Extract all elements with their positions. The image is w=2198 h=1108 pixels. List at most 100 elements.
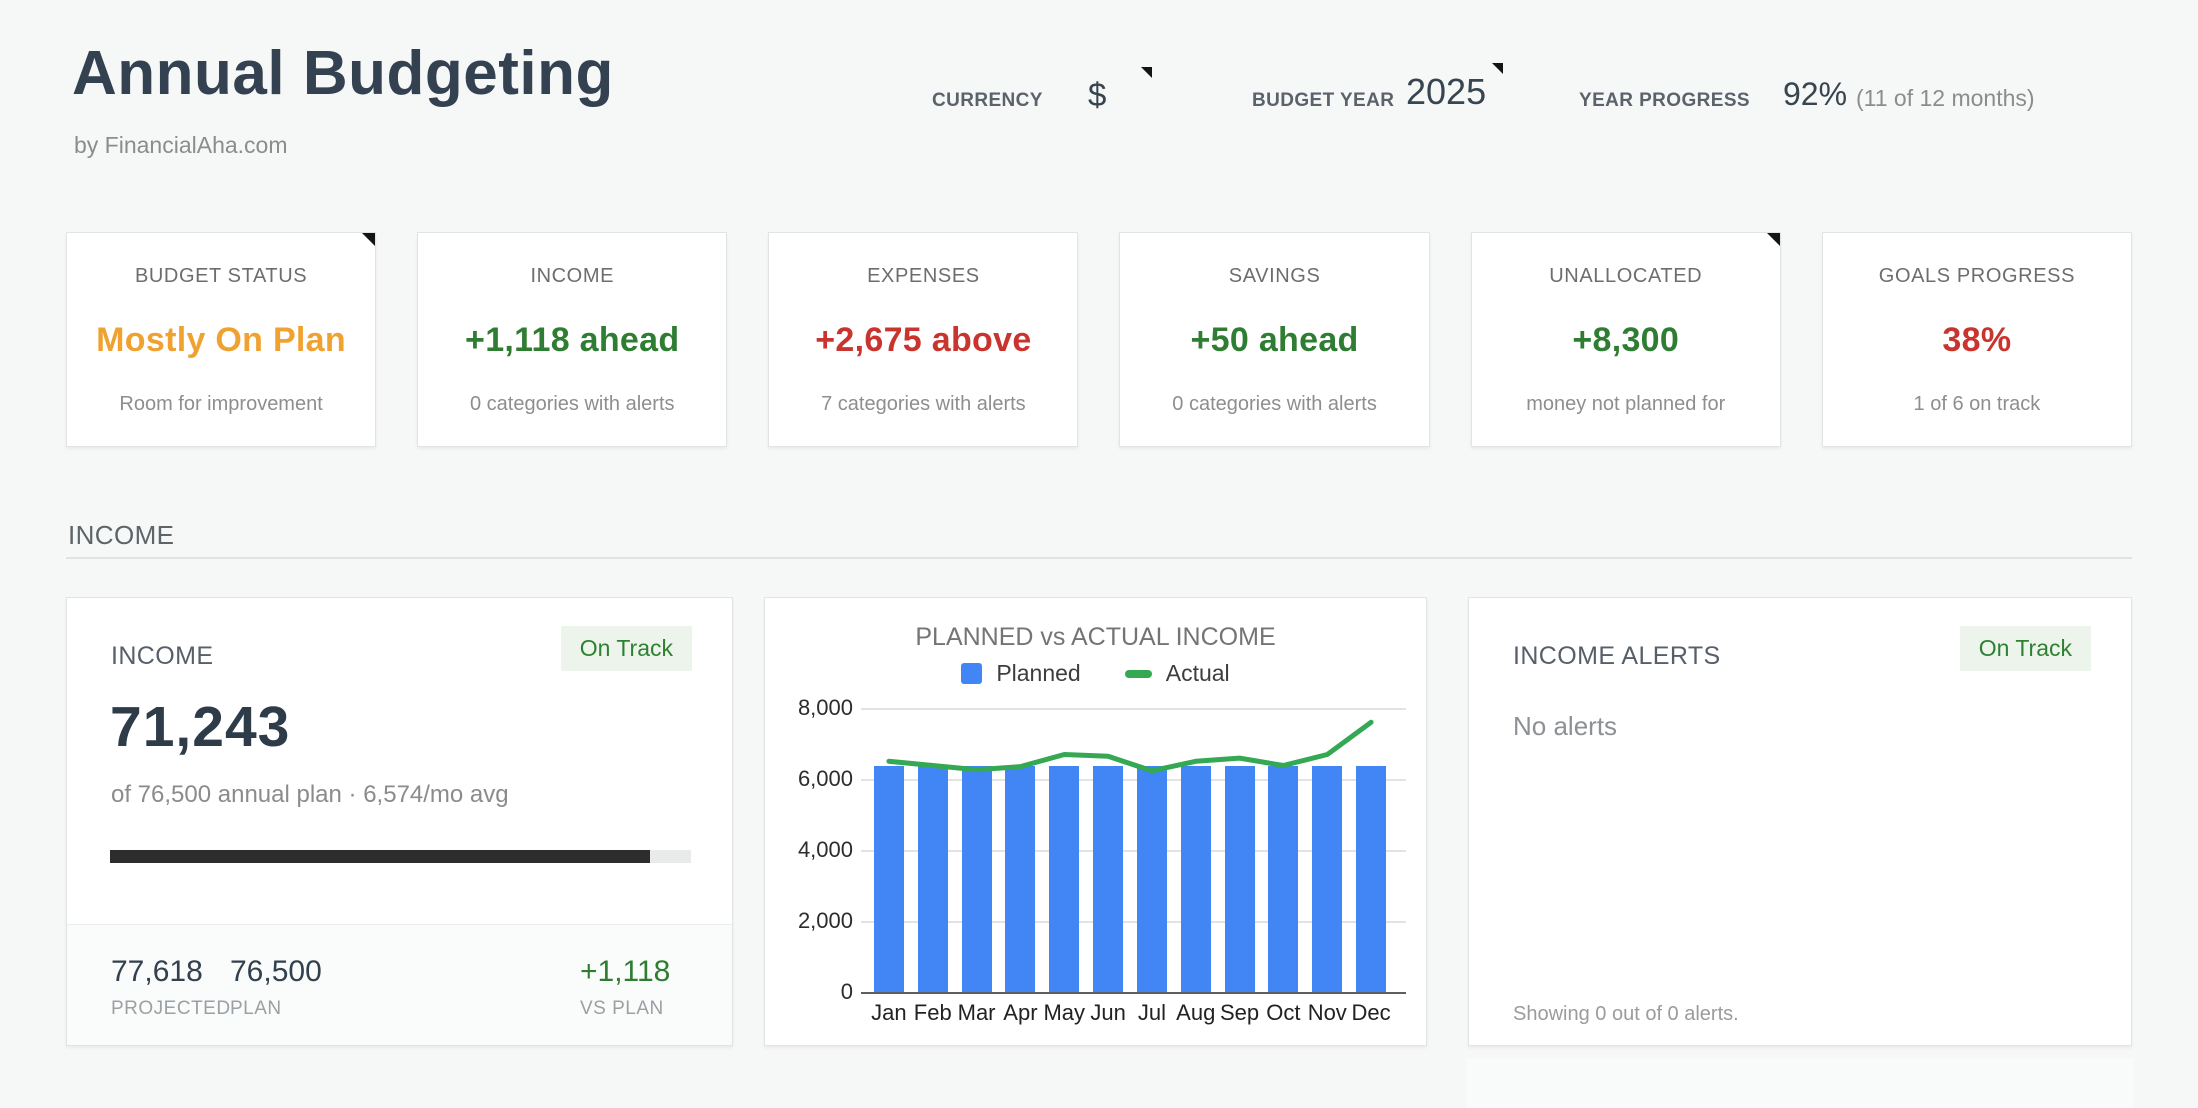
summary-card: GOALS PROGRESS 38% 1 of 6 on track — [1821, 232, 2132, 447]
planned-bar — [1180, 765, 1211, 992]
page-title: Annual Budgeting — [72, 39, 614, 108]
income-summary-card: INCOME On Track 71,243 of 76,500 annual … — [66, 597, 733, 1046]
x-tick-label: May — [1043, 1000, 1086, 1025]
y-tick-label: 2,000 — [797, 908, 853, 933]
summary-cards-row: BUDGET STATUS Mostly On Plan Room for impr… — [66, 232, 2132, 447]
page-subtitle: by FinancialAha.com — [74, 132, 288, 158]
currency-selector[interactable]: $ — [1088, 76, 1107, 113]
x-axis-line — [861, 992, 1406, 994]
x-tick-label: Oct — [1266, 1000, 1301, 1025]
year-progress-label: YEAR PROGRESS — [1579, 90, 1750, 111]
summary-card-label: EXPENSES — [867, 265, 980, 287]
legend-item: Planned — [961, 660, 1081, 687]
legend-label: Planned — [996, 660, 1081, 686]
budget-year-label: BUDGET YEAR — [1252, 90, 1395, 111]
planned-bar — [873, 765, 904, 992]
summary-card-value: +1,118 ahead — [465, 321, 680, 359]
note-corner-icon — [362, 233, 376, 246]
y-tick-label: 4,000 — [797, 837, 853, 862]
stat-plan: 76,500 PLAN — [230, 955, 322, 1020]
planned-bar — [1049, 765, 1080, 992]
legend-label: Actual — [1165, 660, 1230, 686]
planned-vs-actual-chart-card: PLANNED vs ACTUAL INCOME Planned Actual 0… — [764, 597, 1427, 1046]
section-divider — [66, 557, 2132, 559]
y-tick-label: 0 — [840, 979, 853, 1004]
summary-card: UNALLOCATED +8,300 money not planned for — [1470, 232, 1781, 447]
currency-label: CURRENCY — [932, 90, 1043, 111]
vs-plan-value: +1,118 — [580, 955, 671, 988]
planned-bar — [1224, 765, 1255, 992]
legend-item: Actual — [1124, 660, 1230, 687]
year-progress-months: (11 of 12 months) — [1856, 85, 2035, 111]
x-tick-label: Aug — [1176, 1000, 1216, 1025]
x-tick-label: Feb — [913, 1000, 952, 1025]
income-card-footer: 77,618 PROJECTED 76,500 PLAN +1,118 VS P… — [67, 924, 732, 1045]
actual-line-series — [886, 719, 1374, 774]
x-tick-label: Nov — [1307, 1000, 1347, 1025]
chart-legend: Planned Actual — [765, 660, 1426, 687]
planned-bar — [1356, 765, 1387, 992]
alerts-card-title: INCOME ALERTS — [1513, 642, 1721, 670]
chart-title: PLANNED vs ACTUAL INCOME — [915, 623, 1276, 651]
summary-card-label: BUDGET STATUS — [134, 265, 308, 287]
planned-bar — [917, 765, 948, 992]
summary-card: BUDGET STATUS Mostly On Plan Room for impr… — [66, 232, 377, 447]
stat-label: VS PLAN — [580, 998, 664, 1019]
summary-card: INCOME +1,118 ahead 0 categories with aler… — [417, 232, 728, 447]
income-progress-bar — [110, 850, 691, 863]
planned-bar — [1005, 765, 1036, 992]
planned-bar — [1268, 765, 1299, 992]
chart-bars — [867, 708, 1393, 992]
year-progress-value: 92% — [1783, 76, 1848, 112]
chart-x-axis: Jan Feb Mar Apr May Jun Jul Aug Sep Oct Nov Dec — [867, 1000, 1393, 1030]
income-progress-fill — [110, 850, 651, 863]
status-badge: On Track — [1959, 626, 2091, 671]
legend-line-swatch-icon — [1124, 669, 1152, 678]
x-tick-label: Apr — [1003, 1000, 1038, 1025]
summary-card-value: +50 ahead — [1190, 321, 1359, 359]
gridline — [861, 850, 1406, 852]
summary-card-value: +8,300 — [1572, 321, 1680, 359]
budget-year-selector[interactable]: 2025 — [1406, 71, 1487, 112]
summary-card-value: Mostly On Plan — [96, 321, 346, 359]
summary-card-caption: 0 categories with alerts — [469, 393, 675, 415]
planned-bar — [1093, 765, 1124, 992]
legend-square-swatch-icon — [961, 663, 983, 684]
summary-card-caption: money not planned for — [1526, 393, 1726, 415]
note-corner-icon — [1492, 63, 1503, 74]
x-tick-label: Dec — [1351, 1000, 1391, 1025]
x-tick-label: Jun — [1090, 1000, 1126, 1025]
stat-label: PLAN — [230, 998, 282, 1019]
x-tick-label: Jul — [1137, 1000, 1166, 1025]
summary-card: EXPENSES +2,675 above 7 categories with al… — [768, 232, 1079, 447]
summary-card-caption: 1 of 6 on track — [1913, 393, 2041, 415]
summary-card-caption: 7 categories with alerts — [821, 393, 1026, 415]
summary-card: SAVINGS +50 ahead 0 categories with alerts — [1119, 232, 1430, 447]
note-corner-icon — [1141, 67, 1152, 78]
planned-bar — [961, 765, 992, 992]
x-tick-label: Jan — [871, 1000, 907, 1025]
summary-card-label: SAVINGS — [1228, 265, 1321, 287]
summary-card-value: +2,675 above — [815, 321, 1032, 359]
income-alerts-card: INCOME ALERTS On Track No alerts Showing… — [1468, 597, 2132, 1046]
stat-value: 77,618 — [111, 955, 203, 988]
status-badge: On Track — [560, 626, 692, 671]
planned-bar — [1136, 765, 1167, 992]
gridline — [861, 921, 1406, 923]
gridline — [861, 779, 1406, 781]
income-section-title: INCOME — [68, 520, 175, 550]
summary-card-caption: 0 categories with alerts — [1172, 393, 1377, 415]
summary-card-label: GOALS PROGRESS — [1878, 265, 2076, 287]
income-card-title: INCOME — [111, 642, 214, 670]
note-corner-icon — [1766, 233, 1780, 246]
income-total: 71,243 — [110, 695, 291, 759]
y-tick-label: 6,000 — [797, 766, 853, 791]
income-subtext: of 76,500 annual plan · 6,574/mo avg — [111, 781, 509, 808]
summary-card-value: 38% — [1942, 321, 2012, 359]
stat-label: PROJECTED — [111, 998, 231, 1019]
x-tick-label: Mar — [957, 1000, 996, 1025]
stat-value: 76,500 — [230, 955, 322, 988]
gridline — [861, 708, 1406, 710]
stat-vs-plan: +1,118 VS PLAN — [580, 955, 670, 1020]
alerts-count-text: Showing 0 out of 0 alerts. — [1513, 1003, 1739, 1025]
